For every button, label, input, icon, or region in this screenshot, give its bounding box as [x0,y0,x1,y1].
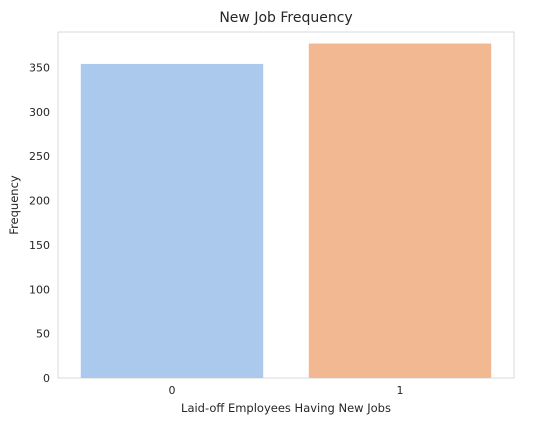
y-tick-label: 150 [29,239,50,252]
y-axis-label: Frequency [7,175,21,235]
y-tick-label: 50 [36,328,50,341]
y-tick-label: 250 [29,150,50,163]
y-tick-label: 300 [29,106,50,119]
x-tick-label: 1 [397,384,404,397]
y-axis-ticks: 0 50 100 150 200 250 300 350 [29,61,50,385]
chart-title: New Job Frequency [219,10,352,26]
y-tick-label: 0 [43,372,50,385]
y-tick-label: 350 [29,61,50,74]
y-tick-label: 100 [29,283,50,296]
bar-1 [308,43,492,379]
x-tick-label: 0 [169,384,176,397]
bar-0 [80,63,264,378]
x-axis-label: Laid-off Employees Having New Jobs [181,401,391,415]
y-tick-label: 200 [29,195,50,208]
bars-group [80,43,492,379]
